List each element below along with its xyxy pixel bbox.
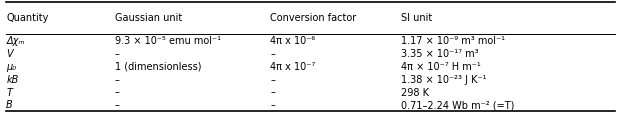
Text: –: – <box>270 74 275 84</box>
Text: T: T <box>6 87 12 97</box>
Text: 0.71–2.24 Wb m⁻² (=T): 0.71–2.24 Wb m⁻² (=T) <box>401 100 514 109</box>
Text: B: B <box>6 100 13 109</box>
Text: 1.38 × 10⁻²³ J K⁻¹: 1.38 × 10⁻²³ J K⁻¹ <box>401 74 486 84</box>
Text: 1 (dimensionless): 1 (dimensionless) <box>115 61 201 71</box>
Text: Quantity: Quantity <box>6 13 48 23</box>
Text: 3.35 × 10⁻¹⁷ m³: 3.35 × 10⁻¹⁷ m³ <box>401 49 478 58</box>
Text: SI unit: SI unit <box>401 13 432 23</box>
Text: 9.3 × 10⁻⁵ emu mol⁻¹: 9.3 × 10⁻⁵ emu mol⁻¹ <box>115 36 221 46</box>
Text: –: – <box>270 100 275 109</box>
Text: –: – <box>115 49 120 58</box>
Text: Conversion factor: Conversion factor <box>270 13 356 23</box>
Text: Gaussian unit: Gaussian unit <box>115 13 182 23</box>
Text: 4π x 10⁻⁷: 4π x 10⁻⁷ <box>270 61 315 71</box>
Text: –: – <box>115 100 120 109</box>
Text: μ₀: μ₀ <box>6 61 16 71</box>
Text: 4π × 10⁻⁷ H m⁻¹: 4π × 10⁻⁷ H m⁻¹ <box>401 61 480 71</box>
Text: –: – <box>270 49 275 58</box>
Text: V: V <box>6 49 13 58</box>
Text: kB: kB <box>6 74 19 84</box>
Text: 298 K: 298 K <box>401 87 428 97</box>
Text: 1.17 × 10⁻⁹ m³ mol⁻¹: 1.17 × 10⁻⁹ m³ mol⁻¹ <box>401 36 504 46</box>
Text: –: – <box>270 87 275 97</box>
Text: Δχₘ: Δχₘ <box>6 36 25 46</box>
Text: 4π x 10⁻⁶: 4π x 10⁻⁶ <box>270 36 315 46</box>
Text: –: – <box>115 74 120 84</box>
Text: –: – <box>115 87 120 97</box>
